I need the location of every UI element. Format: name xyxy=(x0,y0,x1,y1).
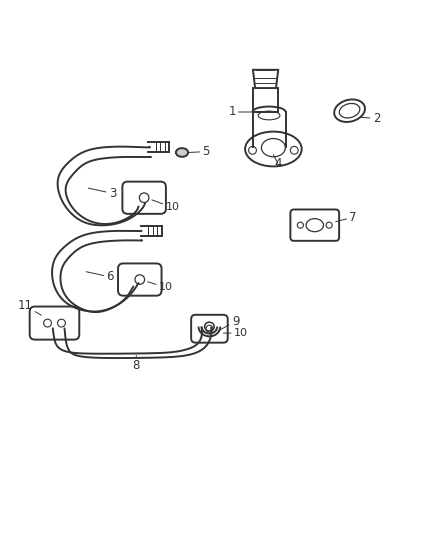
Text: 5: 5 xyxy=(188,145,210,158)
Text: 11: 11 xyxy=(18,299,42,315)
Ellipse shape xyxy=(176,148,188,157)
Text: 6: 6 xyxy=(86,270,114,284)
Text: 10: 10 xyxy=(152,200,180,212)
Text: 3: 3 xyxy=(88,187,116,200)
Text: 10: 10 xyxy=(223,328,248,338)
Text: 9: 9 xyxy=(218,315,239,331)
Text: 10: 10 xyxy=(148,282,173,293)
Text: 4: 4 xyxy=(273,155,282,170)
Text: 8: 8 xyxy=(133,356,140,372)
Text: 7: 7 xyxy=(336,211,357,224)
Text: 2: 2 xyxy=(360,112,380,125)
Text: 1: 1 xyxy=(228,106,265,118)
